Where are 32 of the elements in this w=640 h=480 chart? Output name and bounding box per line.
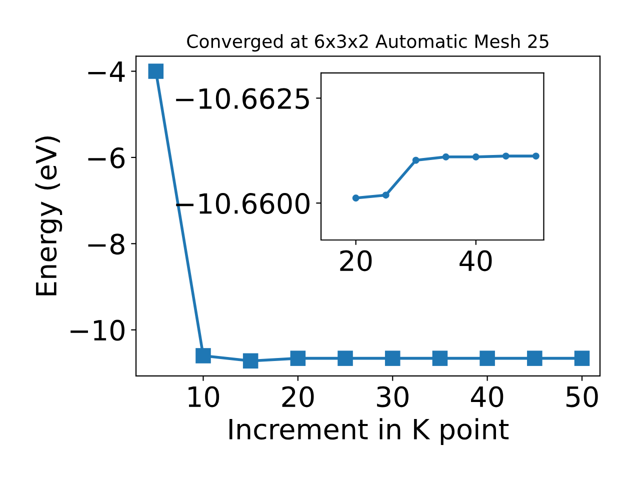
x-tick-label: 40 [471, 386, 504, 408]
point [196, 348, 211, 364]
point [148, 64, 164, 79]
point [432, 350, 448, 366]
point [412, 156, 420, 164]
x-axis-title: Increment in K point [229, 418, 509, 446]
x-tick-label: 20 [340, 250, 372, 272]
point [574, 350, 590, 366]
point [290, 350, 306, 366]
point [527, 350, 542, 366]
point [472, 153, 480, 160]
y-axis-title: Energy (eV) [35, 136, 62, 296]
y-tick-label: −10.6625 [176, 88, 309, 110]
y-tick-label: −6 [88, 147, 125, 168]
chart-title: Converged at 6x3x2 Automatic Mesh 25 [187, 34, 548, 52]
y-tick-label: −10 [70, 320, 124, 341]
y-tick-label: −8 [88, 234, 124, 255]
y-tick-label: −4 [88, 62, 125, 82]
point [384, 350, 400, 366]
point [242, 353, 258, 369]
point [502, 152, 510, 160]
x-tick-label: 30 [377, 386, 408, 408]
x-tick-label: 40 [460, 250, 492, 272]
point [338, 350, 353, 366]
x-tick-label: 20 [282, 386, 314, 408]
x-tick-label: 50 [566, 386, 598, 408]
x-tick-label: 10 [188, 386, 220, 408]
point [352, 194, 360, 202]
point [382, 192, 390, 199]
point [480, 350, 495, 366]
point [442, 153, 450, 160]
point [532, 152, 540, 160]
